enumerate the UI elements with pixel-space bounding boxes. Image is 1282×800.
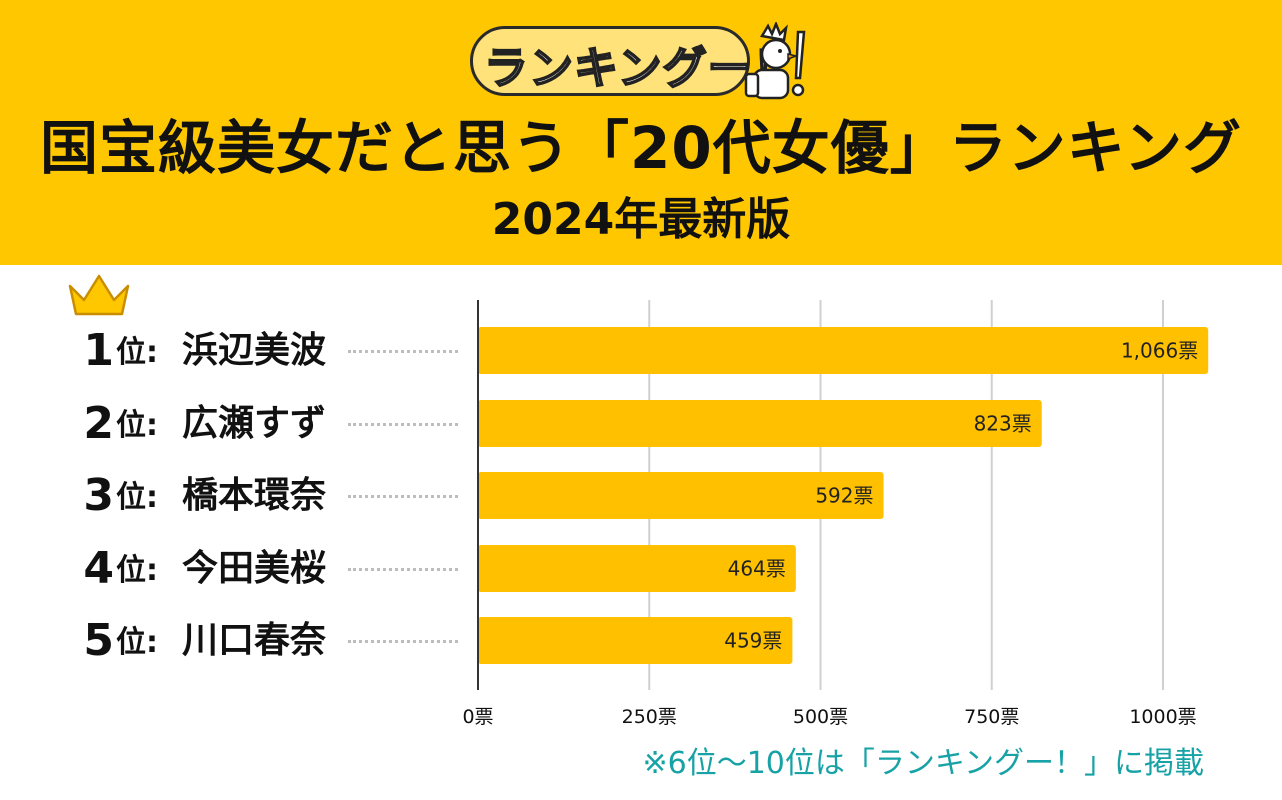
dotted-leader xyxy=(348,495,458,498)
x-tick-label: 750票 xyxy=(964,706,1019,728)
rank-name: 浜辺美波 xyxy=(182,330,327,371)
bar-value-label: 464票 xyxy=(728,557,786,581)
rank-suffix: 位: xyxy=(116,480,158,515)
rank-name: 今田美桜 xyxy=(182,548,327,589)
x-tick-label: 1000票 xyxy=(1129,706,1196,728)
bar xyxy=(478,472,884,519)
rank-row: 5 位: 川口春奈 xyxy=(0,617,470,665)
bar-value-label: 592票 xyxy=(815,484,873,508)
bar xyxy=(478,400,1042,447)
footnote: ※6位〜10位は「ランキングー！」に掲載 xyxy=(642,746,1205,781)
ranking-goo-logo: ランキングー！ xyxy=(470,22,815,104)
dotted-leader xyxy=(348,568,458,571)
dotted-leader xyxy=(348,350,458,353)
bar-value-label: 1,066票 xyxy=(1121,339,1198,363)
logo-speech-bubble xyxy=(470,26,750,96)
rank-number: 4 xyxy=(83,543,114,594)
rank-name: 橋本環奈 xyxy=(182,475,327,516)
bar xyxy=(478,327,1209,374)
x-tick-label: 500票 xyxy=(793,706,848,728)
rank-name: 広瀬すず xyxy=(182,403,327,444)
header-banner: ランキングー！ 国宝級美女だと思う「20代女優」ランキング 2024年最新版 xyxy=(0,0,1282,265)
rank-suffix: 位: xyxy=(116,335,158,370)
rank-number: 3 xyxy=(83,470,114,521)
rank-number: 2 xyxy=(83,398,114,449)
rank-suffix: 位: xyxy=(116,553,158,588)
rank-name: 川口春奈 xyxy=(182,620,327,661)
crown-icon xyxy=(68,274,130,316)
x-tick-label: 0票 xyxy=(462,706,493,728)
x-tick-label: 250票 xyxy=(622,706,677,728)
chicken-thumbs-up-icon xyxy=(744,22,806,100)
dotted-leader xyxy=(348,640,458,643)
rank-number: 5 xyxy=(83,615,114,666)
bar-value-label: 823票 xyxy=(974,412,1032,436)
page-subtitle: 2024年最新版 xyxy=(491,194,791,245)
rank-number: 1 xyxy=(83,325,114,376)
rank-row: 1 位: 浜辺美波 xyxy=(0,327,470,375)
dotted-leader xyxy=(348,423,458,426)
bar-value-label: 459票 xyxy=(724,629,782,653)
rank-suffix: 位: xyxy=(116,625,158,660)
rank-row: 4 位: 今田美桜 xyxy=(0,545,470,593)
rank-row: 2 位: 広瀬すず xyxy=(0,400,470,448)
rank-suffix: 位: xyxy=(116,408,158,443)
bar xyxy=(478,545,796,592)
bar xyxy=(478,617,793,664)
rank-row: 3 位: 橋本環奈 xyxy=(0,472,470,520)
page-title: 国宝級美女だと思う「20代女優」ランキング xyxy=(40,114,1242,182)
